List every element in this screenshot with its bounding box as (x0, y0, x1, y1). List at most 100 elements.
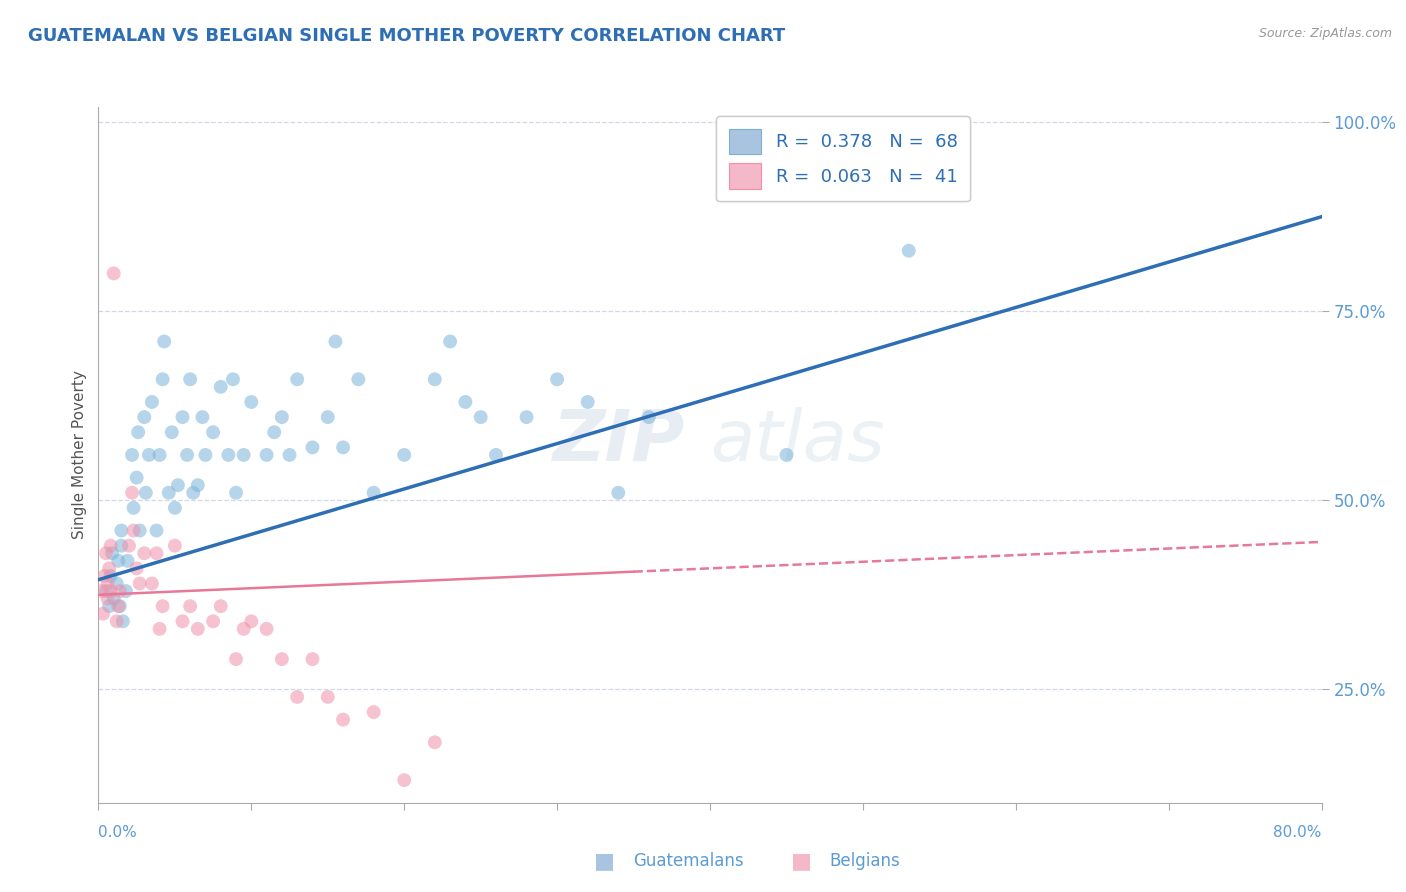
Point (121, 448, 143, 462)
Point (363, 485, 385, 500)
Point (110, 524, 132, 538)
Point (202, 615, 225, 629)
Text: 0.0%: 0.0% (98, 825, 138, 840)
Point (191, 410, 214, 425)
Point (775, 448, 797, 462)
Point (149, 622, 172, 636)
Point (121, 485, 143, 500)
Point (145, 524, 167, 538)
Point (301, 652, 323, 666)
Point (141, 395, 163, 409)
Point (270, 410, 292, 425)
Y-axis label: Single Mother Poverty: Single Mother Poverty (72, 370, 87, 540)
Point (181, 485, 204, 500)
Point (117, 554, 139, 568)
Point (134, 546, 156, 560)
Point (101, 546, 124, 560)
Point (187, 478, 209, 492)
Point (152, 372, 174, 386)
Point (125, 561, 148, 575)
Point (105, 576, 128, 591)
Point (172, 410, 194, 425)
Point (110, 539, 132, 553)
Point (285, 372, 308, 386)
Point (134, 410, 156, 425)
Point (135, 485, 157, 500)
Point (98, 599, 121, 614)
Point (125, 470, 148, 484)
Point (108, 599, 131, 614)
Point (160, 425, 183, 440)
Point (118, 539, 141, 553)
Point (347, 372, 370, 386)
Point (325, 334, 347, 349)
Point (103, 267, 125, 281)
Point (485, 448, 508, 462)
Point (439, 334, 461, 349)
Point (194, 448, 217, 462)
Point (141, 576, 163, 591)
Point (97, 591, 120, 606)
Text: ■: ■ (792, 851, 811, 871)
Text: Belgians: Belgians (830, 852, 900, 870)
Point (423, 735, 446, 749)
Point (91, 607, 114, 621)
Point (470, 410, 492, 425)
Point (163, 500, 186, 515)
Text: ■: ■ (595, 851, 614, 871)
Point (270, 652, 292, 666)
Point (122, 500, 145, 515)
Point (209, 380, 232, 394)
Point (637, 410, 661, 425)
Point (332, 441, 354, 455)
Point (94, 584, 117, 599)
Point (93, 569, 115, 583)
Point (363, 705, 385, 719)
Point (105, 615, 128, 629)
Point (152, 599, 174, 614)
Point (111, 615, 134, 629)
Point (392, 448, 416, 462)
Point (897, 244, 920, 258)
Point (278, 448, 301, 462)
Point (108, 584, 131, 599)
Point (454, 395, 477, 409)
Point (90, 584, 112, 599)
Point (100, 584, 122, 599)
Text: ZIP: ZIP (554, 407, 686, 475)
Point (232, 622, 254, 636)
Point (240, 615, 263, 629)
Point (153, 334, 176, 349)
Point (607, 485, 630, 500)
Point (256, 622, 278, 636)
Point (232, 448, 254, 462)
Legend: R =  0.378   N =  68, R =  0.063   N =  41: R = 0.378 N = 68, R = 0.063 N = 41 (716, 116, 970, 202)
Point (179, 599, 201, 614)
Point (316, 410, 339, 425)
Point (316, 690, 339, 704)
Point (332, 713, 354, 727)
Point (115, 584, 138, 599)
Text: GUATEMALAN VS BELGIAN SINGLE MOTHER POVERTY CORRELATION CHART: GUATEMALAN VS BELGIAN SINGLE MOTHER POVE… (28, 27, 786, 45)
Point (107, 554, 129, 568)
Point (240, 395, 263, 409)
Point (103, 591, 125, 606)
Point (172, 615, 194, 629)
Point (209, 599, 232, 614)
Point (127, 425, 149, 440)
Point (98, 561, 121, 575)
Point (145, 546, 167, 560)
Point (122, 524, 145, 538)
Text: 80.0%: 80.0% (1274, 825, 1322, 840)
Point (392, 773, 416, 788)
Point (94, 546, 117, 560)
Point (187, 622, 209, 636)
Point (225, 485, 247, 500)
Point (217, 448, 239, 462)
Point (167, 478, 190, 492)
Point (179, 372, 201, 386)
Point (128, 576, 150, 591)
Point (149, 448, 172, 462)
Point (576, 395, 599, 409)
Point (202, 425, 225, 440)
